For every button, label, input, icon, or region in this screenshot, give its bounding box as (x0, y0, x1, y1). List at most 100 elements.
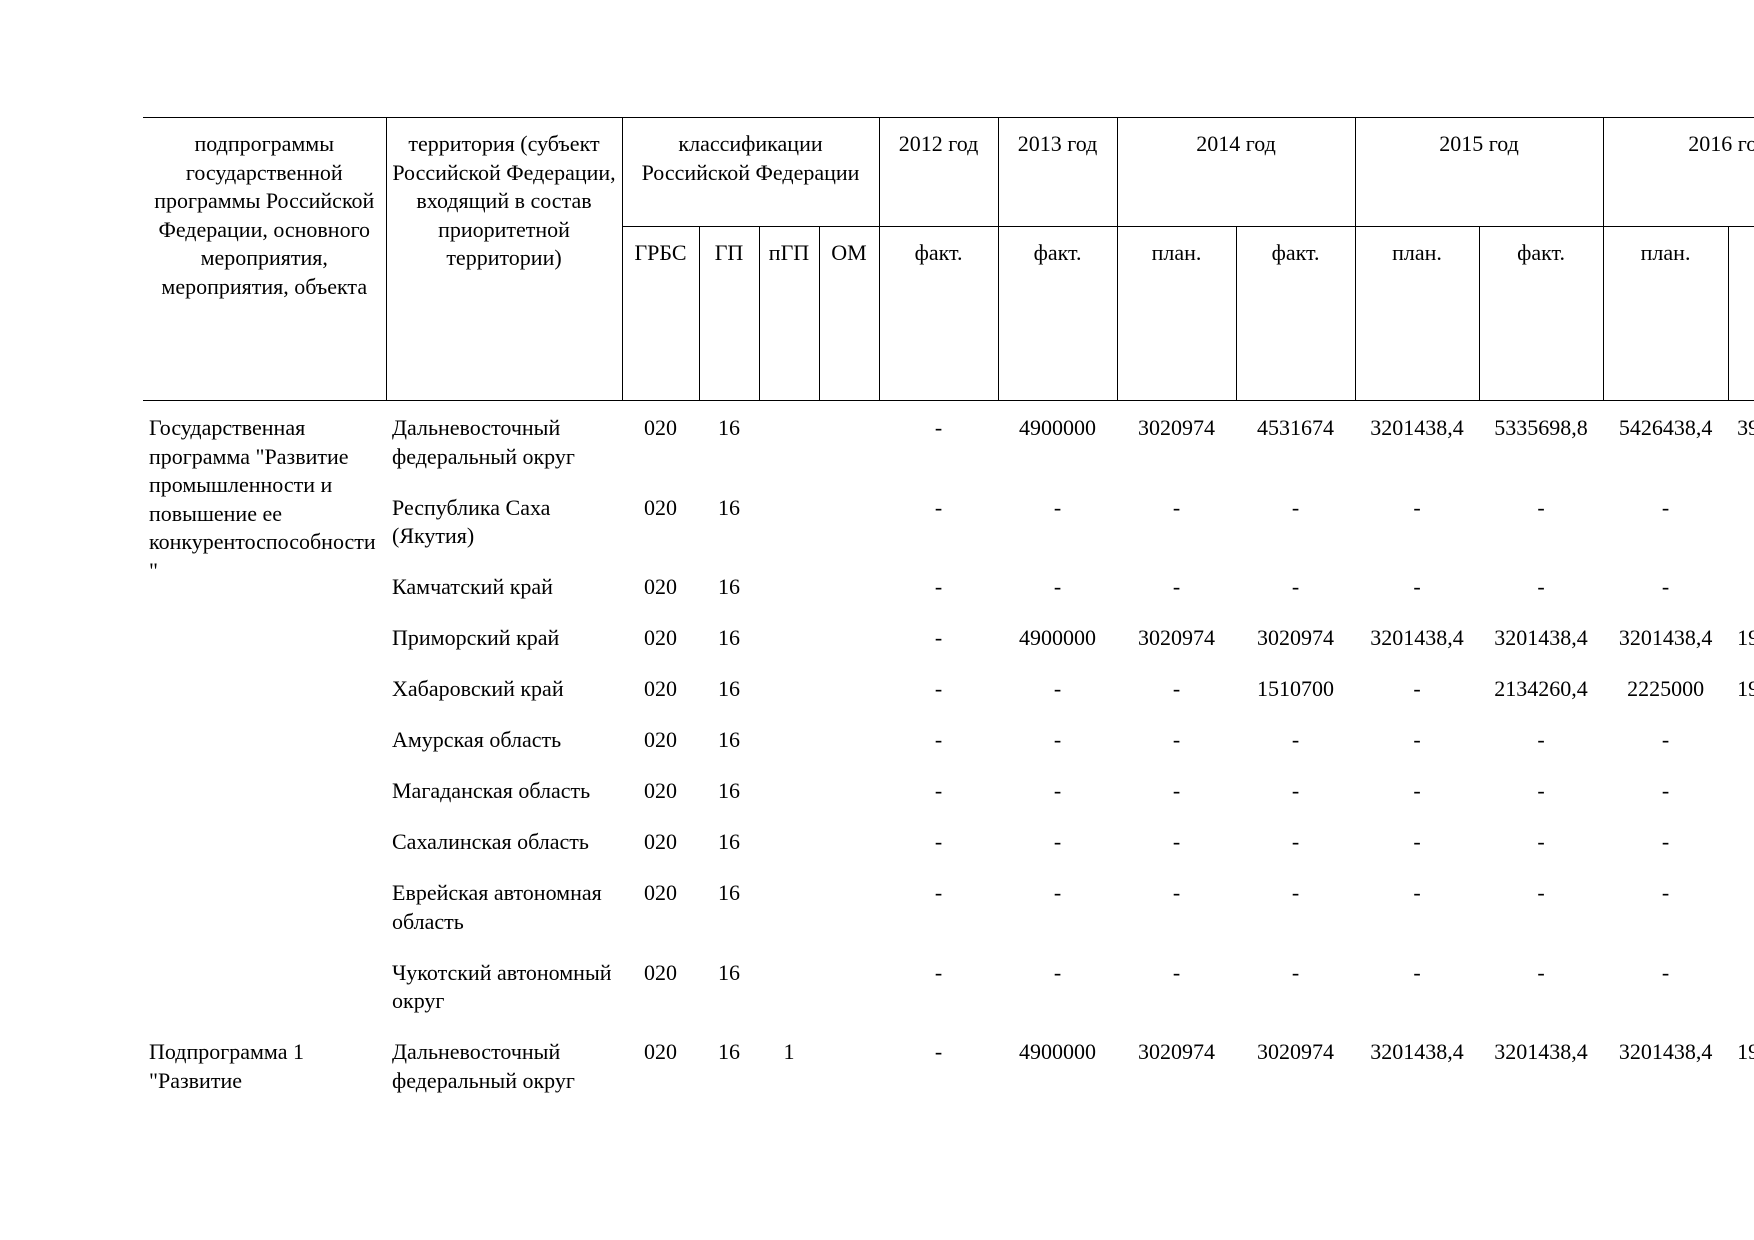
value-cell (1728, 946, 1754, 1026)
value-cell: 16 (718, 415, 740, 440)
value-cell: 19 (1737, 625, 1754, 650)
year-header: 2013 год (998, 117, 1118, 227)
value-cell: - (1661, 574, 1670, 599)
header-cell: территория (субъект Российской Федерации… (386, 117, 623, 401)
territory-cell: Республика Саха (Якутия) (392, 494, 551, 549)
territory-cell: Магаданская область (392, 778, 591, 803)
value-cell: 3201438,4 (1370, 1039, 1464, 1064)
territory-cell: Приморский край (392, 625, 560, 650)
territory-cell: Сахалинская область (392, 829, 589, 854)
territory-cell: Дальневосточный федеральный округ (392, 1039, 575, 1093)
value-cell: - (934, 494, 943, 520)
value-cell: 16 (718, 574, 740, 599)
subheader: план. (1603, 226, 1729, 401)
subheader: план. (1355, 226, 1480, 401)
value-cell: - (1172, 959, 1181, 985)
subheader: факт. (998, 226, 1118, 401)
value-cell (1728, 713, 1754, 764)
subheader: пГП (759, 226, 820, 401)
value-cell (819, 481, 879, 561)
value-cell: 020 (644, 676, 677, 701)
value-cell: 3201438,4 (1494, 1039, 1588, 1064)
table-row: Подпрограмма 1 "Развитие Дальневосточный … (143, 1025, 1754, 1105)
value-cell: - (934, 676, 943, 701)
value-cell: 020 (644, 494, 677, 520)
value-cell: - (1413, 829, 1421, 854)
value-cell: - (1537, 959, 1545, 985)
value-cell: 16 (718, 778, 740, 803)
value-cell: - (1053, 727, 1062, 752)
header-cell: классификации Российской Федерации (622, 117, 880, 227)
value-cell (1728, 481, 1754, 561)
value-cell: - (1291, 880, 1300, 905)
value-cell: - (1413, 727, 1421, 752)
territory-cell: Еврейская автономная область (392, 880, 602, 934)
value-cell: 1510700 (1257, 676, 1335, 701)
value-cell: - (1291, 778, 1300, 803)
value-cell: - (1413, 494, 1421, 520)
territory-cell: Чукотский автономный округ (392, 959, 612, 1014)
value-cell: 1 (783, 1039, 795, 1064)
value-cell (759, 481, 819, 561)
territory-cell: Амурская область (392, 727, 562, 752)
value-cell (819, 401, 879, 481)
value-cell: 3020974 (1138, 415, 1216, 440)
table-row: Хабаровский край 020 16 - - - 1510700 - 2134260,… (143, 662, 1754, 713)
value-cell: - (934, 574, 943, 599)
value-cell: 16 (718, 727, 740, 752)
value-cell: - (1053, 574, 1062, 599)
subheader: факт. (879, 226, 999, 401)
value-cell (819, 662, 879, 713)
year-header: 2012 год (879, 117, 999, 227)
value-cell: - (1172, 676, 1181, 701)
value-cell: 16 (718, 676, 740, 701)
value-cell: - (934, 625, 943, 650)
value-cell: - (1291, 727, 1300, 752)
value-cell (759, 662, 819, 713)
value-cell: 3020974 (1138, 625, 1216, 650)
value-cell: 3020974 (1138, 1039, 1216, 1064)
value-cell: - (934, 1039, 943, 1064)
value-cell: 16 (718, 959, 740, 985)
value-cell: 19 (1737, 676, 1754, 701)
value-cell: - (1413, 574, 1421, 599)
value-cell: 3201438,4 (1370, 415, 1464, 440)
value-cell: 020 (644, 778, 677, 803)
program-cell: Государственная программа "Развитие пром… (149, 415, 376, 583)
value-cell: 4900000 (1019, 415, 1097, 440)
value-cell: 020 (644, 625, 677, 650)
value-cell: - (1172, 494, 1181, 520)
value-cell: 2134260,4 (1494, 676, 1588, 701)
value-cell: 020 (644, 415, 677, 440)
value-cell: - (1537, 778, 1545, 803)
value-cell (1728, 764, 1754, 815)
value-cell (759, 946, 819, 1026)
value-cell: - (1661, 727, 1670, 752)
value-cell (1728, 815, 1754, 866)
year-header: 2015 год (1355, 117, 1604, 227)
header-cell: подпрограммы государственной программы Р… (143, 117, 387, 401)
value-cell: - (1661, 494, 1670, 520)
value-cell: 3201438,4 (1618, 625, 1713, 650)
value-cell: - (934, 778, 943, 803)
value-cell (1728, 866, 1754, 946)
value-cell: - (1172, 574, 1181, 599)
value-cell: 16 (718, 880, 740, 905)
value-cell: - (1053, 778, 1062, 803)
value-cell: - (1537, 829, 1545, 854)
value-cell: - (1413, 778, 1421, 803)
value-cell: 3201438,4 (1370, 625, 1464, 650)
territory-cell: Дальневосточный федеральный округ (392, 415, 575, 469)
value-cell (819, 764, 879, 815)
table-row: Республика Саха (Якутия) 020 16 - - - - - - - (143, 481, 1754, 561)
value-cell: 020 (644, 574, 677, 599)
subheader (1728, 226, 1754, 401)
value-cell (819, 866, 879, 946)
table-row: Амурская область 020 16 - - - - - - - (143, 713, 1754, 764)
territory-cell: Камчатский край (392, 574, 553, 599)
value-cell: - (1413, 676, 1421, 701)
value-cell: - (1172, 829, 1181, 854)
value-cell (759, 764, 819, 815)
value-cell: - (1661, 778, 1670, 803)
